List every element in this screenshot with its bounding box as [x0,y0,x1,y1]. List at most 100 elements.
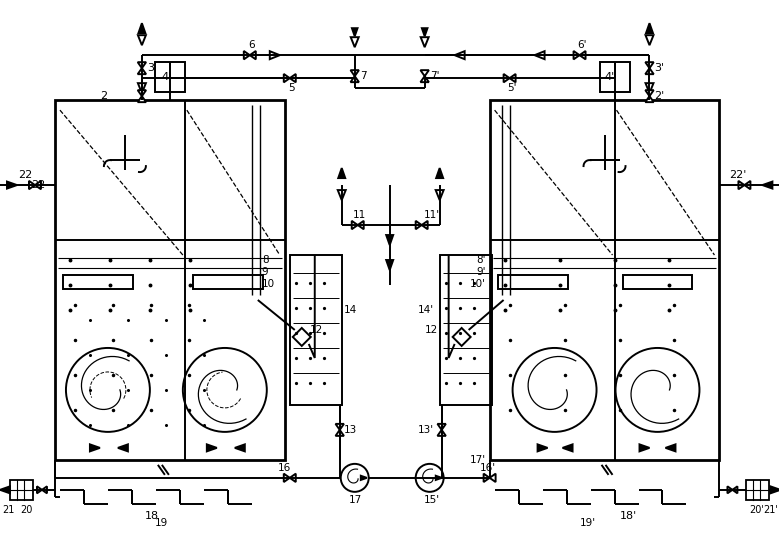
Text: 22: 22 [18,170,32,180]
Text: 2': 2' [654,91,665,101]
Text: 20': 20' [750,505,764,515]
Text: 16: 16 [278,463,291,473]
Polygon shape [138,62,146,68]
Polygon shape [29,181,35,190]
Polygon shape [438,430,446,436]
Polygon shape [420,37,429,47]
Text: 4': 4' [604,72,615,82]
Text: 22': 22' [729,170,746,180]
Polygon shape [118,444,128,451]
Text: 8: 8 [262,255,268,265]
Text: 19': 19' [580,518,596,528]
Text: 21: 21 [2,505,14,515]
Polygon shape [509,74,516,82]
Text: 14': 14' [417,305,434,315]
Polygon shape [138,83,146,93]
Polygon shape [562,444,573,451]
Bar [290,255,342,405]
Polygon shape [645,68,654,74]
Polygon shape [386,235,393,245]
Polygon shape [580,51,586,59]
Text: 21': 21' [764,505,778,515]
Polygon shape [352,221,358,229]
Polygon shape [339,168,346,178]
Polygon shape [771,486,780,494]
Polygon shape [646,83,654,93]
Polygon shape [534,51,544,59]
Text: 22: 22 [30,180,45,190]
Polygon shape [455,51,465,59]
Polygon shape [0,486,10,494]
Polygon shape [138,90,146,96]
Polygon shape [351,37,359,47]
Text: 2: 2 [100,91,107,101]
Text: 11': 11' [424,210,440,220]
Polygon shape [436,190,444,200]
Polygon shape [37,486,42,494]
Polygon shape [490,473,495,482]
Polygon shape [422,221,427,229]
Polygon shape [358,221,363,229]
Text: 3': 3' [654,63,665,73]
Polygon shape [290,473,296,482]
Polygon shape [292,328,310,346]
Polygon shape [244,51,250,59]
Polygon shape [452,328,470,346]
Text: 7: 7 [360,71,367,81]
Polygon shape [352,28,357,36]
Polygon shape [420,70,429,76]
Text: 10': 10' [470,279,486,289]
Text: 19: 19 [155,518,168,528]
Text: 17': 17' [470,455,486,465]
Bar [622,275,693,289]
Text: 12: 12 [424,325,438,335]
Polygon shape [645,96,654,102]
Polygon shape [645,62,654,68]
Polygon shape [744,181,750,190]
Polygon shape [335,430,344,436]
Bar [440,255,491,405]
Text: 5: 5 [288,83,294,93]
Text: 5': 5' [508,83,517,93]
Text: 14: 14 [344,305,357,315]
Polygon shape [573,51,580,59]
Text: 20: 20 [20,505,32,515]
Polygon shape [665,444,675,451]
Polygon shape [728,486,732,494]
Polygon shape [350,76,359,82]
Polygon shape [361,476,367,480]
Polygon shape [645,90,654,96]
Bar [490,100,719,460]
Polygon shape [504,74,509,82]
Polygon shape [420,76,429,82]
Bar [63,275,133,289]
Polygon shape [537,444,548,451]
Bar [746,480,769,500]
Polygon shape [90,444,100,451]
Circle shape [416,464,444,492]
Polygon shape [270,51,280,59]
Text: 7': 7' [430,71,439,81]
Polygon shape [7,182,17,188]
Polygon shape [138,68,146,74]
Bar [55,100,285,460]
Text: 8': 8' [476,255,486,265]
Polygon shape [422,28,427,36]
Polygon shape [646,23,653,33]
Polygon shape [484,473,490,482]
Polygon shape [416,221,422,229]
Polygon shape [250,51,256,59]
Polygon shape [350,70,359,76]
Polygon shape [732,486,737,494]
Text: 9': 9' [476,267,486,277]
Bar [193,275,263,289]
Text: 10: 10 [262,279,275,289]
Polygon shape [338,190,346,200]
Text: 6: 6 [248,40,254,50]
Text: 16': 16' [480,463,496,473]
Polygon shape [235,444,245,451]
Text: 13': 13' [417,425,434,435]
Text: 18': 18' [619,511,636,521]
Polygon shape [335,424,344,430]
Text: 15': 15' [424,495,440,505]
